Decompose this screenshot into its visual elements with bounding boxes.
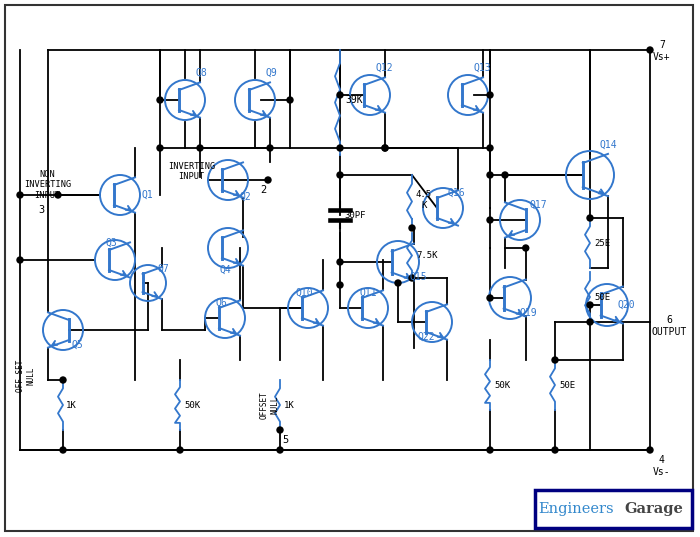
Circle shape: [552, 357, 558, 363]
Circle shape: [60, 447, 66, 453]
Circle shape: [277, 427, 283, 433]
Text: 7.5K: 7.5K: [416, 250, 438, 259]
Text: Q5: Q5: [72, 340, 84, 350]
Text: 4
Vs-: 4 Vs-: [653, 455, 671, 477]
Circle shape: [587, 302, 593, 308]
Text: Q12: Q12: [375, 63, 393, 73]
Text: 25E: 25E: [594, 238, 610, 248]
Circle shape: [647, 47, 653, 53]
Text: Q13: Q13: [473, 63, 491, 73]
Circle shape: [337, 282, 343, 288]
Circle shape: [487, 92, 493, 98]
Text: Q7: Q7: [158, 264, 169, 274]
Circle shape: [409, 275, 415, 281]
Text: 50K: 50K: [184, 401, 200, 410]
Text: 50E: 50E: [594, 293, 610, 301]
Text: NON
INVERTING
INPUT: NON INVERTING INPUT: [24, 170, 71, 200]
Text: Q14: Q14: [600, 140, 617, 150]
Text: 5: 5: [282, 435, 288, 445]
Circle shape: [277, 447, 283, 453]
Text: INVERTING
INPUT: INVERTING INPUT: [168, 162, 216, 182]
Circle shape: [523, 245, 528, 251]
Text: Q17: Q17: [530, 200, 547, 210]
Text: Q15: Q15: [410, 272, 428, 282]
Circle shape: [17, 192, 23, 198]
Circle shape: [487, 295, 493, 301]
Circle shape: [337, 259, 343, 265]
Circle shape: [395, 280, 401, 286]
Text: 7
Vs+: 7 Vs+: [653, 40, 671, 62]
Text: 1K: 1K: [284, 401, 295, 410]
Circle shape: [337, 145, 343, 151]
Circle shape: [409, 225, 415, 231]
Text: 2: 2: [260, 185, 266, 195]
Circle shape: [337, 172, 343, 178]
Text: 39K: 39K: [345, 95, 363, 105]
Circle shape: [647, 447, 653, 453]
Circle shape: [55, 192, 61, 198]
Circle shape: [487, 217, 493, 223]
Text: 4.5
K: 4.5 K: [416, 190, 432, 210]
Circle shape: [60, 377, 66, 383]
Circle shape: [487, 145, 493, 151]
Text: 50K: 50K: [494, 381, 510, 389]
Text: Q16: Q16: [448, 188, 466, 198]
Text: OFF SET
NULL: OFF SET NULL: [16, 360, 36, 393]
Circle shape: [587, 319, 593, 325]
Circle shape: [17, 257, 23, 263]
Circle shape: [287, 97, 293, 103]
Circle shape: [487, 172, 493, 178]
Circle shape: [197, 145, 203, 151]
Circle shape: [267, 145, 273, 151]
Circle shape: [502, 172, 508, 178]
Text: OFFSET
NULL: OFFSET NULL: [260, 391, 279, 419]
Circle shape: [382, 145, 388, 151]
Circle shape: [265, 177, 271, 183]
Text: 30PF: 30PF: [344, 211, 365, 220]
Text: 50E: 50E: [559, 381, 575, 389]
Circle shape: [177, 447, 183, 453]
Text: 3: 3: [38, 205, 44, 215]
Text: Q22: Q22: [418, 332, 435, 342]
Circle shape: [587, 215, 593, 221]
Text: Q3: Q3: [106, 238, 118, 248]
Text: Q2: Q2: [240, 192, 252, 202]
Text: Q4: Q4: [220, 265, 232, 275]
Text: 1K: 1K: [66, 401, 77, 410]
Text: Garage: Garage: [624, 502, 683, 516]
Circle shape: [552, 447, 558, 453]
Text: Q6: Q6: [215, 298, 227, 308]
Text: Q20: Q20: [618, 300, 636, 310]
Text: Q11: Q11: [360, 288, 377, 298]
Circle shape: [337, 92, 343, 98]
Text: Q10: Q10: [295, 288, 313, 298]
FancyBboxPatch shape: [535, 490, 692, 528]
Text: Q9: Q9: [265, 68, 276, 78]
Circle shape: [382, 145, 388, 151]
Circle shape: [487, 447, 493, 453]
Circle shape: [157, 97, 163, 103]
Text: Q1: Q1: [142, 190, 154, 200]
Text: Engineers: Engineers: [538, 502, 614, 516]
Circle shape: [157, 145, 163, 151]
Text: 6
OUTPUT: 6 OUTPUT: [652, 315, 687, 337]
Text: Q8: Q8: [195, 68, 206, 78]
Text: Q19: Q19: [520, 308, 538, 318]
